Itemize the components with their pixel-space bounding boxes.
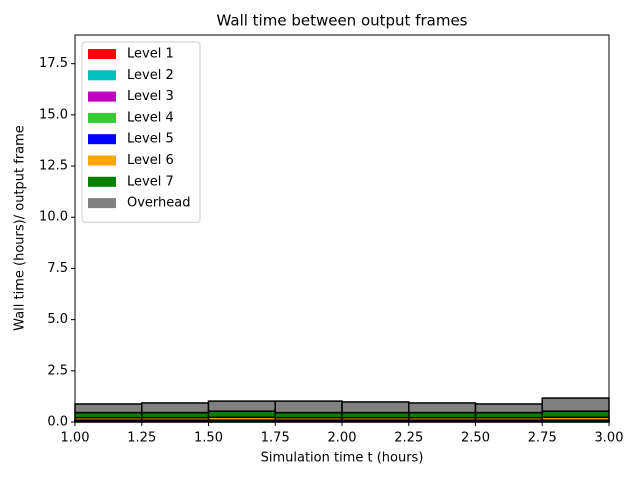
- chart-title: Wall time between output frames: [217, 12, 468, 30]
- bar-segment: [541, 410, 610, 419]
- y-tick-label: 7.5: [47, 261, 68, 276]
- bar-segment: [274, 400, 343, 414]
- legend-swatch: [88, 134, 116, 145]
- legend-label: Overhead: [127, 196, 191, 211]
- x-tick-label: 1.00: [61, 431, 90, 446]
- y-tick-label: 2.5: [47, 363, 68, 378]
- bar-segment: [541, 397, 610, 412]
- y-tick-label: 15.0: [39, 107, 68, 122]
- legend-swatch: [88, 49, 116, 59]
- x-tick-label: 1.75: [261, 431, 290, 446]
- legend-label: Level 4: [127, 110, 174, 125]
- x-tick-label: 2.75: [528, 431, 557, 446]
- legend-label: Level 6: [127, 153, 174, 168]
- y-tick-label: 12.5: [39, 159, 68, 174]
- bar-segment: [207, 400, 276, 412]
- y-tick-label: 17.5: [39, 56, 68, 71]
- y-axis-label: Wall time (hours)/ output frame: [13, 125, 28, 331]
- bar-segment: [74, 403, 143, 414]
- y-tick-label: 5.0: [47, 312, 68, 327]
- legend-swatch: [88, 91, 116, 102]
- legend-swatch: [88, 112, 116, 123]
- x-tick-label: 1.50: [194, 431, 223, 446]
- bar-segment: [408, 411, 477, 419]
- bar-segment: [274, 411, 343, 419]
- bar-segment: [74, 411, 143, 419]
- x-tick-label: 2.00: [328, 431, 357, 446]
- legend-label: Level 5: [127, 132, 174, 147]
- x-tick-label: 1.25: [127, 431, 156, 446]
- x-axis-label: Simulation time t (hours): [261, 451, 424, 466]
- bar-segment: [408, 402, 477, 414]
- legend-label: Level 1: [127, 47, 174, 62]
- y-tick-label: 0.0: [47, 415, 68, 430]
- bar-segment: [207, 410, 276, 419]
- legend-swatch: [88, 155, 116, 166]
- bar-segment: [474, 403, 543, 414]
- bar-segment: [474, 411, 543, 419]
- legend-swatch: [88, 176, 116, 187]
- bar-segment: [141, 411, 210, 419]
- legend-swatch: [88, 198, 116, 209]
- x-tick-label: 3.00: [595, 431, 624, 446]
- x-tick-label: 2.25: [394, 431, 423, 446]
- bar-segment: [341, 411, 410, 419]
- bar-segment: [341, 401, 410, 414]
- legend-label: Level 2: [127, 68, 174, 83]
- legend-label: Level 7: [127, 174, 174, 189]
- bar-segment: [141, 402, 210, 414]
- legend-label: Level 3: [127, 89, 174, 104]
- x-tick-label: 2.50: [461, 431, 490, 446]
- legend-swatch: [88, 70, 116, 81]
- y-tick-label: 10.0: [39, 210, 68, 225]
